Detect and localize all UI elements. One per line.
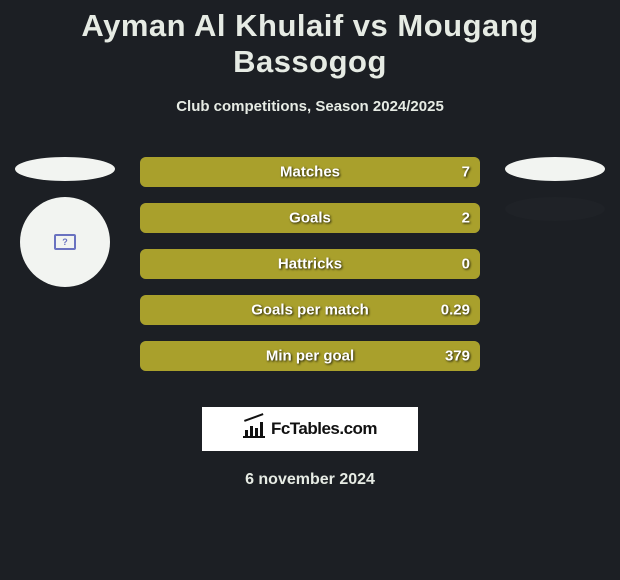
stat-row-mpg: Min per goal 379 [140,341,480,371]
stat-value: 0 [462,256,470,273]
stat-label: Min per goal [266,348,354,365]
subtitle: Club competitions, Season 2024/2025 [0,98,620,115]
left-player-column: ? [10,157,120,287]
unknown-badge-icon: ? [54,234,76,250]
stat-row-gpm: Goals per match 0.29 [140,295,480,325]
stat-value: 2 [462,210,470,227]
player-b-marker-2 [505,197,605,221]
stat-label: Matches [280,164,340,181]
generated-date: 6 november 2024 [0,471,620,489]
page-title: Ayman Al Khulaif vs Mougang Bassogog [0,0,620,80]
content-area: ? Matches 7 Goals 2 Hattrick [0,157,620,397]
stat-value: 7 [462,164,470,181]
comparison-widget: Ayman Al Khulaif vs Mougang Bassogog Clu… [0,0,620,489]
stat-label: Goals [289,210,331,227]
stat-value: 0.29 [441,302,470,319]
right-player-column [500,157,610,237]
stat-row-hattricks: Hattricks 0 [140,249,480,279]
fctables-logo[interactable]: FcTables.com [202,407,418,451]
player-b-marker [505,157,605,181]
stat-label: Hattricks [278,256,342,273]
stat-row-goals: Goals 2 [140,203,480,233]
player-a-badge: ? [20,197,110,287]
stat-label: Goals per match [251,302,369,319]
stats-bars: Matches 7 Goals 2 Hattricks 0 Goals per … [140,157,480,387]
chart-icon [243,420,265,438]
logo-text: FcTables.com [271,419,377,439]
stat-row-matches: Matches 7 [140,157,480,187]
player-a-marker [15,157,115,181]
stat-value: 379 [445,348,470,365]
